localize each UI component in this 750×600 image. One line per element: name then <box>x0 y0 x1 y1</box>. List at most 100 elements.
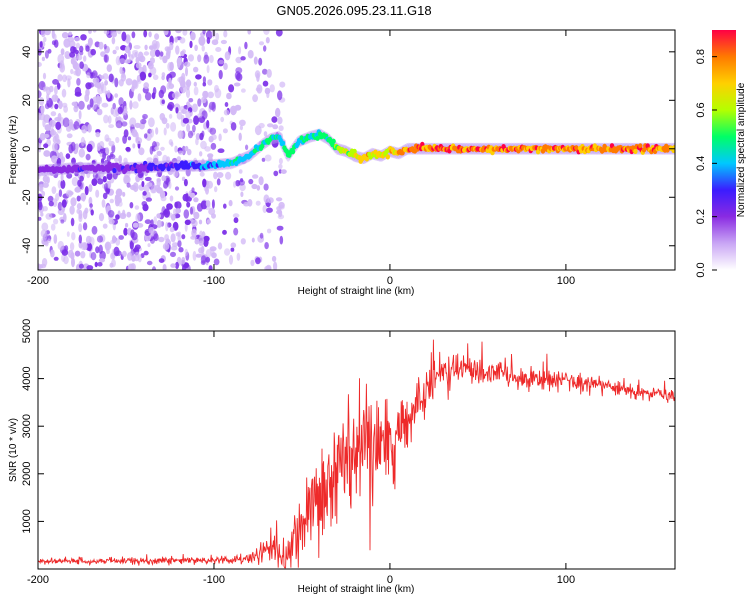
spectrogram-noise-point <box>49 85 54 93</box>
spectrogram-noise-point <box>185 79 192 88</box>
spectrogram-noise-point <box>44 30 51 36</box>
spectrogram-frame <box>37 29 676 271</box>
spectrogram-noise-point <box>81 124 88 134</box>
spectrogram-noise-point <box>40 30 46 38</box>
spectrogram-noise-point <box>271 116 278 123</box>
spectrogram-noise-point <box>131 31 136 39</box>
spectrogram-noise-point <box>190 31 196 41</box>
colorbar-tick-label: 0.6 <box>695 102 707 117</box>
spectrogram-noise-point <box>55 121 62 130</box>
spectrogram-noise-point <box>170 214 176 221</box>
spectrogram-ridge-point <box>331 138 336 144</box>
spectrogram-noise-point <box>220 39 227 45</box>
spectrogram-noise-point <box>137 51 144 62</box>
spectrogram-noise-point <box>189 40 193 49</box>
spectrogram-noise-point <box>148 227 155 234</box>
spectrogram-noise-point <box>46 93 50 101</box>
spectrogram-noise-point <box>41 222 49 231</box>
spectrogram-noise-point <box>151 266 157 270</box>
spectrogram-noise-point <box>179 37 186 44</box>
spectrogram-noise-point <box>38 199 42 208</box>
spectrogram-noise-point <box>89 203 93 208</box>
spectrogram-noise-point <box>275 107 281 118</box>
snr-x-tick-label: 100 <box>557 574 575 586</box>
spectrogram-noise-point <box>213 258 220 266</box>
colorbar: 0.0 0.2 0.4 0.6 0.8 Normalized spectral ampl… <box>695 30 747 278</box>
spectrogram-y-tick-label: -20 <box>21 189 33 205</box>
spectrogram-noise-point <box>103 114 109 124</box>
spectrogram-noise-point <box>42 118 46 128</box>
spectrogram-noise-point <box>218 59 225 65</box>
spectrogram-noise-point <box>108 140 115 147</box>
spectrogram-noise-point <box>51 186 57 195</box>
spectrogram-noise-point <box>132 101 139 109</box>
spectrogram-noise-point <box>74 49 79 55</box>
spectrogram-noise-point <box>175 261 179 270</box>
snr-x-tick-label: 0 <box>387 574 393 586</box>
spectrogram-noise-point <box>163 181 169 189</box>
spectrogram-noise-point <box>197 113 203 118</box>
spectrogram-noise-point <box>165 122 170 129</box>
spectrogram-noise-point <box>48 201 54 207</box>
spectrogram-noise-point <box>256 185 261 191</box>
spectrogram-noise-point <box>40 212 44 217</box>
spectrogram-noise-point <box>170 245 178 251</box>
spectrogram-noise-point <box>70 141 76 152</box>
spectrogram-noise-point <box>228 254 234 265</box>
spectrogram-noise-point <box>106 188 110 194</box>
spectrogram-noise-point <box>215 47 222 52</box>
colorbar-gradient <box>712 30 736 270</box>
spectrogram-noise-point <box>115 188 123 197</box>
spectrogram-noise-point <box>184 145 189 152</box>
spectrogram-noise-point <box>86 72 91 79</box>
spectrogram-noise-point <box>218 69 223 80</box>
spectrogram-noise-point <box>196 203 203 212</box>
spectrogram-noise-point <box>174 145 178 153</box>
spectrogram-noise-point <box>38 112 42 121</box>
spectrogram-noise-point <box>41 237 47 245</box>
spectrogram-noise-point <box>68 40 76 49</box>
spectrogram-noise-point <box>66 173 73 179</box>
spectrogram-noise-point <box>216 178 221 186</box>
spectrogram-noise-point <box>191 187 195 193</box>
snr-plot-area <box>38 339 675 569</box>
spectrogram-noise-point <box>106 89 111 99</box>
spectrogram-noise-point <box>141 180 145 188</box>
spectrogram-noise-point <box>104 241 112 251</box>
spectrogram-noise-point <box>258 176 264 186</box>
spectrogram-noise-point <box>61 199 67 208</box>
spectrogram-noise-point <box>92 30 97 33</box>
spectrogram-noise-point <box>258 41 265 46</box>
spectrogram-noise-point <box>158 236 165 243</box>
spectrogram-ridge-point <box>290 149 296 155</box>
spectrogram-noise-point <box>192 250 197 261</box>
spectrogram-noise-point <box>87 242 92 252</box>
spectrogram-noise-point <box>206 180 213 189</box>
spectrogram-noise-point <box>202 178 207 188</box>
spectrogram-noise-point <box>87 123 92 133</box>
spectrogram-noise-point <box>178 76 185 86</box>
spectrogram-noise-point <box>223 109 230 116</box>
spectrogram-noise-point <box>185 66 188 77</box>
spectrogram-noise-point <box>86 265 94 270</box>
spectrogram-noise-point <box>183 61 191 68</box>
spectrogram-noise-point <box>206 65 210 74</box>
spectrogram-noise-point <box>66 126 72 132</box>
spectrogram-noise-point <box>107 210 115 218</box>
colorbar-tick-label: 0.8 <box>695 49 707 64</box>
spectrogram-noise-point <box>200 255 207 264</box>
spectrogram-noise-point <box>277 90 283 101</box>
spectrogram-noise-point <box>121 31 127 42</box>
spectrogram-noise-point <box>174 36 178 43</box>
spectrogram-noise-point <box>49 119 57 127</box>
spectrogram-noise-point <box>160 195 167 202</box>
spectrogram-y-tick-label: 0 <box>21 146 33 152</box>
spectrogram-noise-point <box>56 157 62 167</box>
spectrogram-noise-point <box>229 105 237 116</box>
spectrogram-noise-point <box>193 211 200 220</box>
spectrogram-noise-point <box>124 45 130 54</box>
spectrogram-noise-point <box>185 193 189 203</box>
spectrogram-noise-point <box>51 30 55 39</box>
spectrogram-noise-point <box>137 254 142 263</box>
spectrogram-noise-point <box>223 62 228 70</box>
